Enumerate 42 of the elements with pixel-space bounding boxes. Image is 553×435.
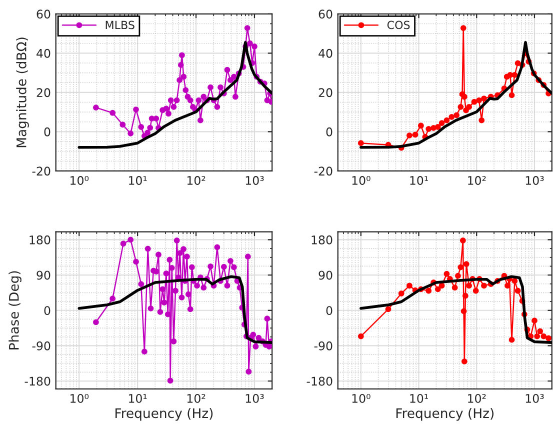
y-tick-label: 0 [326, 127, 332, 136]
x-tick-label: 10³ [246, 394, 264, 403]
y-tick-label: 180 [30, 235, 50, 244]
y-axis-title: Magnitude (dBΩ) [16, 38, 29, 148]
y-tick-label: -90 [32, 341, 50, 350]
y-tick-label: 0 [326, 306, 332, 316]
y-tick-label: -20 [314, 166, 332, 176]
y-axis-title: Phase (Deg) [8, 271, 22, 350]
legend-label: MLBS [106, 20, 134, 30]
y-tick-label: 90 [36, 270, 50, 280]
y-tick-label: -180 [24, 376, 50, 386]
x-tick-label: 10³ [246, 176, 264, 185]
x-axis-title: Frequency (Hz) [116, 408, 213, 421]
x-tick-label: 10² [468, 176, 486, 185]
y-tick-label: 0 [44, 306, 50, 316]
x-tick-label: 10⁰ [352, 394, 370, 403]
x-tick-label: 10² [468, 394, 486, 403]
y-tick-label: 0 [44, 127, 50, 136]
y-tick-label: -90 [314, 341, 332, 350]
y-tick-label: 40 [36, 48, 50, 58]
y-tick-label: 180 [312, 235, 332, 244]
x-tick-label: 10¹ [410, 176, 428, 185]
x-tick-label: 10² [187, 394, 206, 403]
y-tick-label: 60 [318, 10, 332, 19]
x-tick-label: 10¹ [410, 394, 428, 403]
y-tick-label: 20 [36, 88, 50, 98]
x-tick-label: 10⁰ [352, 176, 370, 185]
x-tick-label: 10² [187, 176, 206, 185]
x-tick-label: 10⁰ [70, 394, 89, 403]
y-tick-label: 60 [36, 10, 50, 19]
y-tick-label: 40 [318, 48, 332, 58]
legend-label: COS [387, 20, 410, 30]
x-tick-label: 10³ [526, 394, 544, 403]
y-tick-label: 90 [318, 270, 332, 280]
y-tick-label: -20 [32, 166, 50, 176]
y-tick-label: -180 [306, 376, 332, 386]
y-tick-label: 20 [318, 88, 332, 98]
x-axis-title: Frequency (Hz) [396, 408, 494, 421]
x-tick-label: 10⁰ [70, 176, 89, 185]
x-tick-label: 10³ [526, 176, 544, 185]
x-tick-label: 10¹ [128, 394, 147, 403]
x-tick-label: 10¹ [128, 176, 147, 185]
